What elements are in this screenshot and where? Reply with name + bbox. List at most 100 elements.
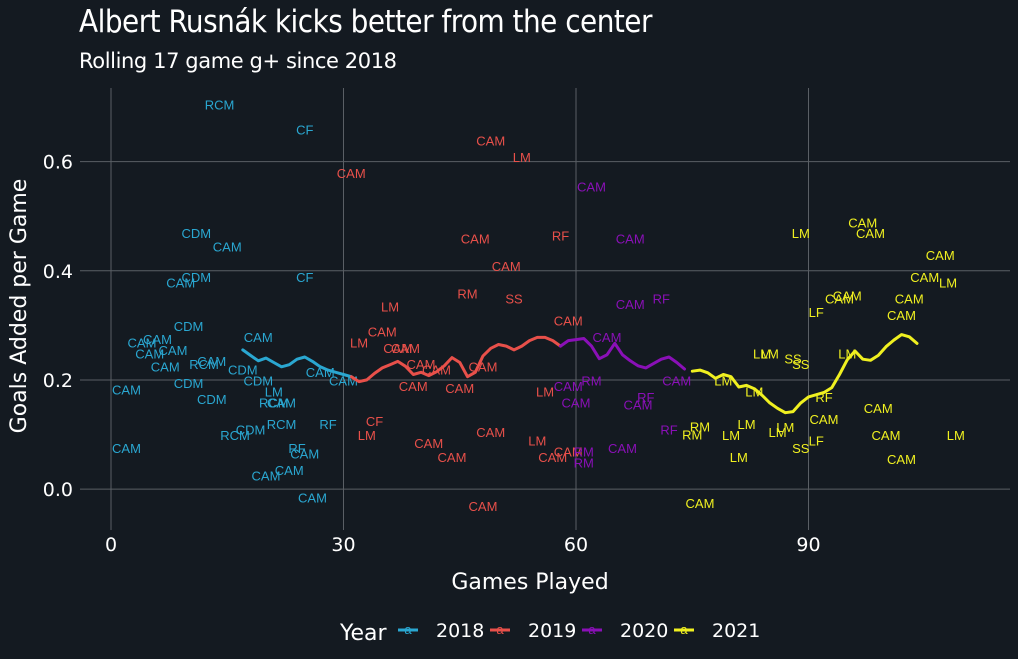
rolling-lines: [241, 333, 919, 415]
game-label: CF: [296, 123, 313, 138]
game-label: CAM: [624, 398, 653, 413]
game-label: CAM: [438, 450, 467, 465]
game-label: CAM: [895, 292, 924, 307]
legend-label: 2020: [620, 620, 668, 642]
chart-title: Albert Rusnák kicks better from the cent…: [79, 4, 652, 40]
game-label: CAM: [476, 425, 505, 440]
game-label: LM: [753, 346, 771, 361]
game-label: CAM: [461, 232, 490, 247]
game-label: CAM: [213, 239, 242, 254]
game-label: CF: [296, 270, 313, 285]
game-label: CAM: [252, 469, 281, 484]
game-label: RF: [552, 228, 569, 243]
game-label: RF: [653, 292, 670, 307]
game-label: LM: [528, 434, 546, 449]
legend-key-glyph: a: [404, 622, 412, 637]
game-label: SS: [792, 441, 810, 456]
game-label: CAM: [492, 259, 521, 274]
game-label: CAM: [554, 445, 583, 460]
game-label: RM: [574, 445, 594, 460]
game-label: CAM: [593, 330, 622, 345]
game-label: CAM: [616, 297, 645, 312]
game-label: CAM: [856, 226, 885, 241]
game-label: CAM: [577, 179, 606, 194]
game-label: CAM: [469, 499, 498, 514]
game-label: CAM: [887, 308, 916, 323]
game-label: CAM: [383, 341, 412, 356]
rolling-line-2018: [241, 348, 353, 379]
game-label: CAM: [275, 463, 304, 478]
game-label: CAM: [298, 490, 327, 505]
rolling-line-2021: [690, 333, 919, 415]
game-label: CAM: [848, 215, 877, 230]
game-label: CAM: [391, 341, 420, 356]
game-label: LF: [809, 305, 824, 320]
game-label: CAM: [337, 166, 366, 181]
y-tick-label: 0.2: [43, 370, 73, 392]
game-label: CDM: [181, 226, 211, 241]
game-position-labels: CAMCAMCAMCAMCAMCAMCAMCAMCDMCDMCDMCDMRCMR…: [112, 97, 965, 514]
game-label: LM: [947, 428, 965, 443]
game-label: RCM: [259, 395, 289, 410]
game-label: CAM: [554, 379, 583, 394]
game-label: LM: [350, 335, 368, 350]
game-label: CAM: [910, 270, 939, 285]
legend-key-glyph: a: [588, 622, 596, 637]
game-label: CAM: [290, 447, 319, 462]
game-label: CAM: [833, 288, 862, 303]
game-label: CAM: [244, 330, 273, 345]
game-label: CDM: [197, 392, 227, 407]
game-label: RM: [581, 374, 601, 389]
axis-ticks: 0 30 60 90 0.0 0.2 0.4 0.6: [43, 152, 821, 556]
game-label: LM: [838, 346, 856, 361]
game-label: CAM: [414, 436, 443, 451]
y-tick-label: 0.6: [43, 152, 73, 174]
game-label: RCM: [267, 417, 297, 432]
game-label: CAM: [135, 346, 164, 361]
game-label: CAM: [151, 359, 180, 374]
game-label: CAM: [887, 452, 916, 467]
game-label: CAM: [128, 335, 157, 350]
legend-label: 2019: [528, 620, 576, 642]
legend-key-glyph: a: [496, 622, 504, 637]
game-label: RF: [288, 441, 305, 456]
game-label: RCM: [220, 428, 250, 443]
game-label: CAM: [197, 354, 226, 369]
x-tick-label: 30: [331, 534, 355, 556]
game-label: CAM: [166, 275, 195, 290]
game-label: LF: [809, 434, 824, 449]
game-label: CAM: [112, 382, 141, 397]
game-label: CAM: [399, 379, 428, 394]
game-label: CAM: [538, 450, 567, 465]
rolling-line-2019: [349, 335, 562, 384]
game-label: CDM: [181, 270, 211, 285]
game-label: CDM: [236, 423, 266, 438]
game-label: CAM: [608, 441, 637, 456]
game-label: LM: [381, 299, 399, 314]
game-label: LM: [722, 428, 740, 443]
game-label: RF: [319, 417, 336, 432]
game-label: CAM: [864, 401, 893, 416]
game-label: CAM: [143, 332, 172, 347]
game-label: RM: [574, 455, 594, 470]
chart-subtitle: Rolling 17 game g+ since 2018: [79, 49, 397, 73]
game-label: LM: [513, 150, 531, 165]
legend-key-glyph: a: [680, 622, 688, 637]
y-tick-label: 0.0: [43, 479, 73, 501]
game-label: RM: [682, 428, 702, 443]
y-axis-title: Goals Added per Game: [7, 179, 32, 434]
grid-lines: [80, 88, 1010, 530]
game-label: CAM: [562, 395, 591, 410]
game-label: CAM: [407, 357, 436, 372]
game-label: CAM: [445, 381, 474, 396]
rolling-line-2020: [559, 337, 686, 371]
game-label: CDM: [243, 374, 273, 389]
x-tick-label: 0: [105, 534, 117, 556]
game-label: CAM: [810, 412, 839, 427]
game-label: CAM: [926, 248, 955, 263]
game-label: CAM: [112, 441, 141, 456]
game-label: SS: [784, 352, 802, 367]
game-label: CF: [366, 414, 383, 429]
x-axis-title: Games Played: [451, 570, 608, 595]
game-label: LM: [776, 420, 794, 435]
